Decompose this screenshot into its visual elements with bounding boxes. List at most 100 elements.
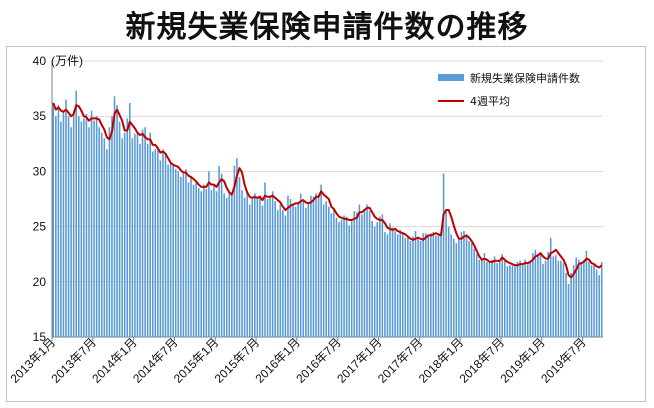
bar (228, 193, 231, 337)
y-tick-label: 20 (33, 275, 47, 289)
bar (287, 195, 289, 337)
bar (470, 243, 473, 337)
bar (570, 272, 572, 337)
bar (557, 260, 560, 337)
bar (297, 202, 299, 337)
bar (243, 197, 246, 337)
bar (340, 219, 343, 337)
bar (539, 253, 542, 337)
bar (88, 127, 90, 338)
bar (305, 207, 307, 337)
bar (534, 249, 537, 337)
bar (190, 176, 192, 337)
bar (432, 232, 435, 337)
bar (327, 206, 330, 337)
bar (185, 169, 187, 337)
bar (108, 127, 111, 338)
bar (320, 184, 322, 337)
bar (251, 199, 254, 337)
bar (452, 238, 455, 337)
bar (488, 263, 491, 337)
bar (368, 211, 371, 337)
bar (391, 227, 394, 337)
bar (486, 261, 488, 337)
bar (514, 266, 516, 337)
bar (210, 190, 213, 337)
bar (376, 222, 379, 337)
bar (233, 165, 236, 337)
bar (343, 215, 345, 337)
bar (396, 234, 399, 337)
bar (501, 254, 504, 337)
bar (335, 217, 338, 337)
bar (274, 201, 276, 337)
bar (381, 214, 384, 337)
bar (450, 234, 453, 337)
bar (231, 193, 233, 337)
bar (417, 238, 419, 337)
bar (123, 132, 126, 337)
bar (172, 165, 174, 337)
bar (567, 284, 570, 337)
bar (315, 193, 317, 337)
bar (116, 105, 118, 337)
bar-series (52, 90, 603, 338)
bar (154, 149, 157, 337)
bar (552, 256, 555, 337)
bar (294, 206, 297, 337)
bar (562, 263, 565, 337)
bar (427, 236, 430, 337)
bar (238, 176, 241, 337)
bar (57, 105, 60, 337)
bar (103, 138, 106, 337)
y-tick-label: 15 (33, 330, 47, 344)
bar (549, 237, 552, 337)
legend: 新規失業保険申請件数 4週平均 (438, 71, 580, 108)
bar (200, 191, 203, 337)
bar (146, 143, 149, 337)
bar (65, 99, 67, 337)
bar (197, 187, 200, 337)
bar (302, 201, 305, 337)
bar (149, 132, 151, 337)
bar (129, 102, 131, 337)
bar (455, 243, 458, 337)
bar (72, 110, 75, 338)
bar (100, 132, 103, 337)
bar (192, 184, 195, 337)
bar (174, 169, 177, 337)
bar (299, 193, 302, 337)
bar (386, 234, 389, 337)
bar (282, 210, 284, 337)
bar (358, 204, 361, 337)
bar (276, 210, 279, 337)
bar (424, 233, 427, 337)
x-tick-label: 2019年7月 (538, 335, 588, 385)
bar (98, 127, 100, 338)
bar (511, 265, 514, 337)
bar (412, 236, 414, 337)
bar (407, 237, 409, 337)
bar (279, 204, 282, 337)
bar (588, 261, 590, 337)
bar (422, 233, 424, 337)
bar (595, 269, 598, 337)
bar (414, 231, 417, 337)
bar (361, 214, 363, 337)
bar (177, 171, 180, 337)
bar (516, 261, 519, 337)
bar (312, 196, 315, 337)
bar (136, 132, 139, 337)
bar (264, 182, 266, 337)
bar (139, 143, 141, 337)
bar (353, 211, 356, 337)
bar (442, 173, 445, 337)
bar (440, 232, 442, 337)
bar (537, 254, 539, 337)
chart-title: 新規失業保険申請件数の推移 (125, 10, 529, 45)
y-tick-label: 25 (33, 220, 47, 234)
gridlines (52, 60, 603, 338)
bar (547, 251, 549, 337)
bar (202, 184, 205, 337)
